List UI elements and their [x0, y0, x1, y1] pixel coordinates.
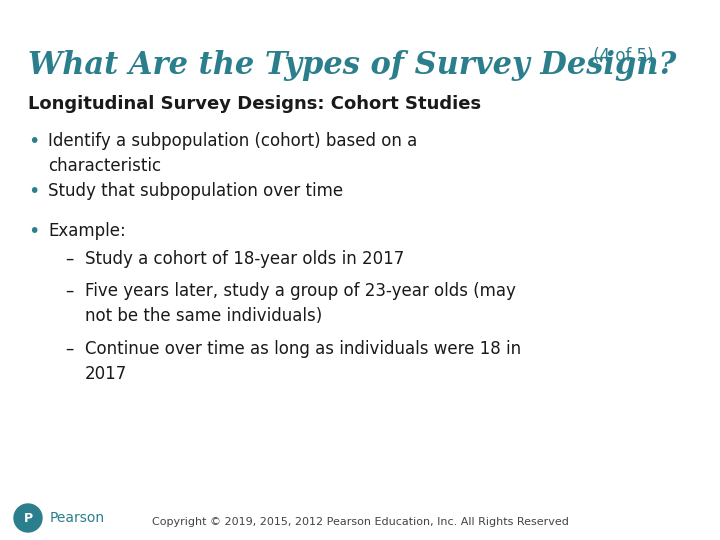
- Circle shape: [14, 504, 42, 532]
- Text: •: •: [28, 222, 40, 241]
- Text: What Are the Types of Survey Design?: What Are the Types of Survey Design?: [28, 50, 676, 81]
- Text: Continue over time as long as individuals were 18 in
2017: Continue over time as long as individual…: [85, 340, 521, 383]
- Text: –: –: [65, 282, 73, 300]
- Text: Identify a subpopulation (cohort) based on a
characteristic: Identify a subpopulation (cohort) based …: [48, 132, 418, 175]
- Text: Longitudinal Survey Designs: Cohort Studies: Longitudinal Survey Designs: Cohort Stud…: [28, 95, 481, 113]
- Text: –: –: [65, 340, 73, 358]
- Text: Study that subpopulation over time: Study that subpopulation over time: [48, 182, 343, 200]
- Text: Five years later, study a group of 23-year olds (may
not be the same individuals: Five years later, study a group of 23-ye…: [85, 282, 516, 325]
- Text: Copyright © 2019, 2015, 2012 Pearson Education, Inc. All Rights Reserved: Copyright © 2019, 2015, 2012 Pearson Edu…: [152, 517, 568, 527]
- Text: –: –: [65, 250, 73, 268]
- Text: •: •: [28, 182, 40, 201]
- Text: •: •: [28, 132, 40, 151]
- Text: Study a cohort of 18-year olds in 2017: Study a cohort of 18-year olds in 2017: [85, 250, 404, 268]
- Text: (4 of 5): (4 of 5): [588, 47, 654, 65]
- Text: Pearson: Pearson: [50, 511, 105, 525]
- Text: Example:: Example:: [48, 222, 126, 240]
- Text: P: P: [24, 511, 32, 524]
